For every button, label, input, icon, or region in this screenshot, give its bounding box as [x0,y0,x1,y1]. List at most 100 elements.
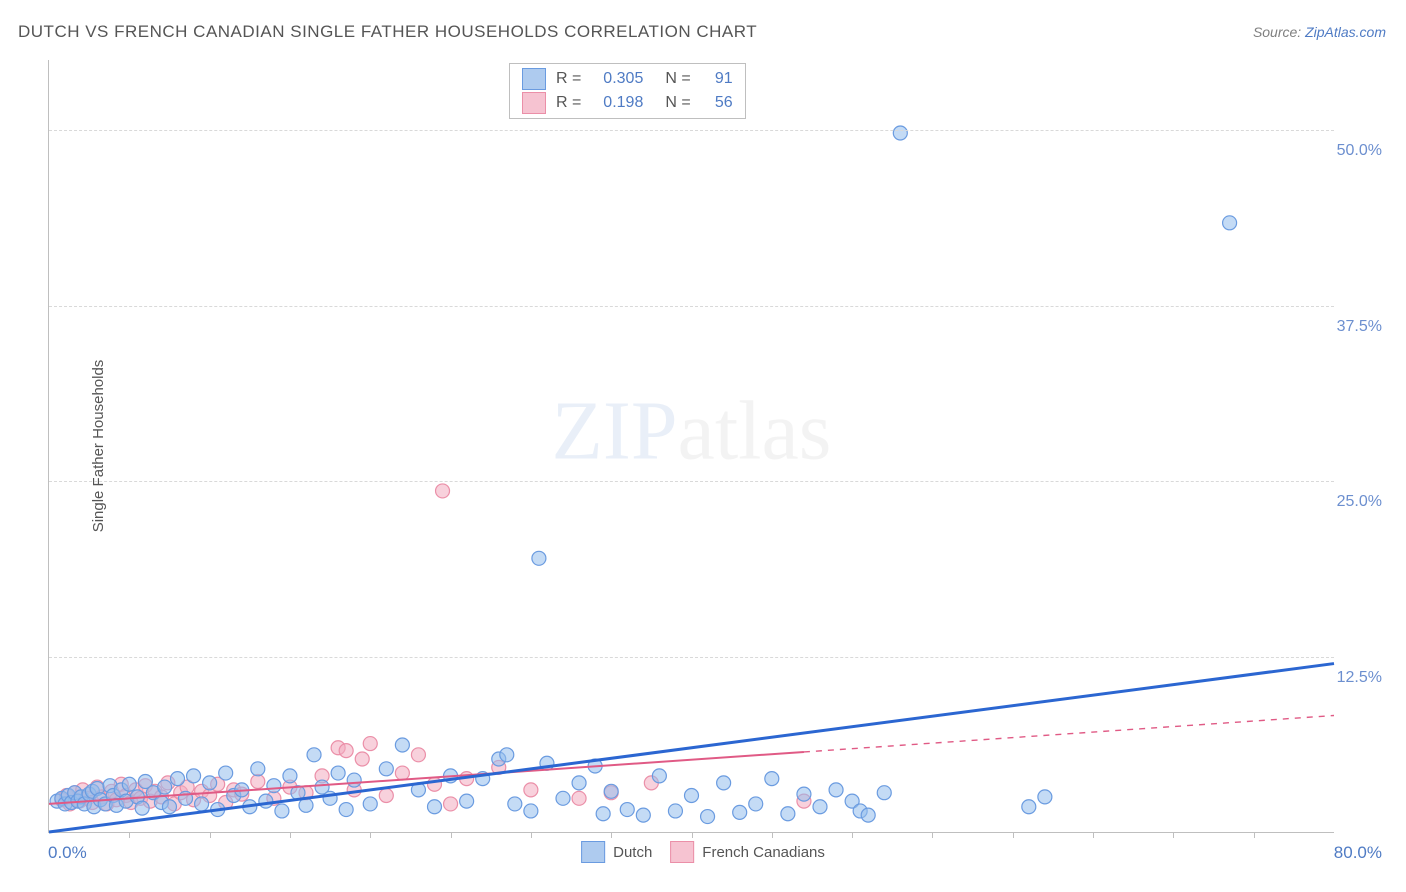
x-tick [451,832,453,838]
dutch-point [1038,790,1052,804]
stat-legend: R = 0.305 N = 91 R = 0.198 N = 56 [509,63,746,119]
x-tick [852,832,854,838]
stat-n-value: 56 [701,94,733,112]
french-point [436,484,450,498]
dutch-point [203,776,217,790]
french-point [395,766,409,780]
dutch-point [652,769,666,783]
dutch-point [508,797,522,811]
french-point [444,797,458,811]
stat-r-label: R = [556,94,581,112]
dutch-point [1022,800,1036,814]
dutch-point [604,784,618,798]
dutch-point [267,779,281,793]
dutch-point [187,769,201,783]
dutch-point [135,801,149,815]
dutch-point [701,810,715,824]
dutch-point [122,777,136,791]
x-tick [370,832,372,838]
dutch-point [195,797,209,811]
x-tick [129,832,131,838]
dutch-point [379,762,393,776]
stat-r-label: R = [556,70,581,88]
trend-line-dashed [804,715,1334,751]
x-tick [692,832,694,838]
dutch-point [781,807,795,821]
source-prefix: Source: [1253,24,1305,40]
y-tick-label: 37.5% [1337,318,1382,336]
dutch-point [158,780,172,794]
dutch-point [171,772,185,786]
french-point [251,774,265,788]
stat-r-value: 0.198 [591,94,643,112]
bottom-legend: Dutch French Canadians [581,841,825,863]
dutch-point [347,773,361,787]
dutch-point [813,800,827,814]
y-tick-label: 12.5% [1337,669,1382,687]
stat-r-value: 0.305 [591,70,643,88]
dutch-point [275,804,289,818]
x-tick [1254,832,1256,838]
source-link[interactable]: ZipAtlas.com [1305,24,1386,40]
french-point [411,748,425,762]
trend-line [49,664,1334,832]
stat-n-value: 91 [701,70,733,88]
x-tick [772,832,774,838]
dutch-point [596,807,610,821]
dutch-point [717,776,731,790]
dutch-point [829,783,843,797]
legend-swatch [670,841,694,863]
legend-label: Dutch [613,844,652,861]
french-point [572,791,586,805]
dutch-point [395,738,409,752]
x-max-label: 80.0% [1334,843,1382,863]
dutch-point [162,800,176,814]
legend-swatch [522,68,546,90]
stat-legend-row: R = 0.305 N = 91 [522,68,733,90]
dutch-point [636,808,650,822]
stat-n-label: N = [665,94,690,112]
dutch-point [524,804,538,818]
x-tick [611,832,613,838]
gridline [49,481,1334,482]
dutch-point [1223,216,1237,230]
french-point [363,737,377,751]
dutch-point [251,762,265,776]
bottom-legend-item: Dutch [581,841,652,863]
dutch-point [893,126,907,140]
dutch-point [331,766,345,780]
dutch-point [668,804,682,818]
legend-swatch [522,92,546,114]
y-tick-label: 25.0% [1337,493,1382,511]
x-min-label: 0.0% [48,843,87,863]
french-point [524,783,538,797]
dutch-point [339,803,353,817]
dutch-point [307,748,321,762]
dutch-point [620,803,634,817]
x-tick [531,832,533,838]
dutch-point [500,748,514,762]
dutch-point [877,786,891,800]
dutch-point [283,769,297,783]
gridline [49,657,1334,658]
dutch-point [532,551,546,565]
x-tick [1013,832,1015,838]
dutch-point [556,791,570,805]
x-tick [1173,832,1175,838]
dutch-point [363,797,377,811]
gridline [49,130,1334,131]
stat-n-label: N = [665,70,690,88]
dutch-point [219,766,233,780]
dutch-point [797,787,811,801]
dutch-point [428,800,442,814]
french-point [379,789,393,803]
dutch-point [765,772,779,786]
y-tick-label: 50.0% [1337,142,1382,160]
bottom-legend-item: French Canadians [670,841,825,863]
gridline [49,306,1334,307]
dutch-point [733,805,747,819]
plot-svg [49,60,1334,832]
plot-area: ZIPatlas R =0.305N =91R =0.198N =56 [48,60,1334,833]
french-point [339,744,353,758]
chart-title: DUTCH VS FRENCH CANADIAN SINGLE FATHER H… [18,22,757,42]
